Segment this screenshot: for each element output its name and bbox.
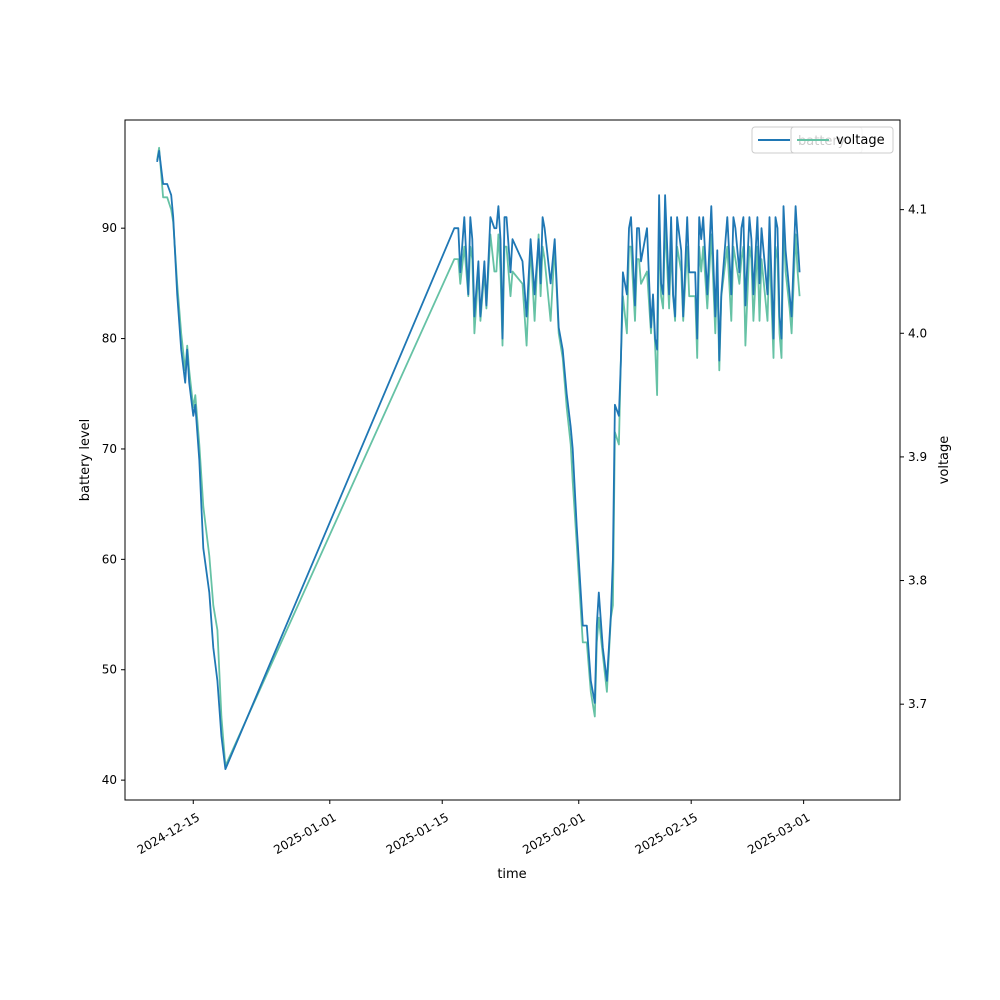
x-tick-label: 2024-12-15 [135, 810, 202, 857]
x-axis: 2024-12-15 2025-01-01 2025-01-15 2025-02-01… [135, 800, 813, 857]
legend-label-voltage: voltage [836, 133, 885, 148]
y-axis-left: 40 50 60 70 80 90 [102, 221, 125, 787]
legend-voltage: voltage [790, 126, 894, 154]
y2-tick-label: 3.9 [908, 450, 927, 464]
y-tick-label: 80 [102, 332, 117, 346]
x-tick-label: 2025-02-01 [520, 810, 587, 857]
y2-tick-label: 4.0 [908, 326, 927, 340]
y-tick-label: 50 [102, 663, 117, 677]
y-tick-label: 70 [102, 442, 117, 456]
y2-tick-label: 3.7 [908, 697, 927, 711]
x-axis-label: time [497, 867, 526, 882]
x-tick-label: 2025-03-01 [745, 810, 812, 857]
y-tick-label: 60 [102, 552, 117, 566]
series-line-battery [156, 150, 801, 770]
series-layer [156, 146, 801, 770]
y-tick-label: 40 [102, 773, 117, 787]
series-line-voltage [156, 146, 801, 767]
y-axis-right: 3.7 3.8 3.9 4.0 4.1 [900, 203, 927, 711]
x-tick-label: 2025-01-15 [384, 810, 451, 857]
x-tick-label: 2025-01-01 [271, 810, 338, 857]
y-tick-label: 90 [102, 221, 117, 235]
y2-tick-label: 4.1 [908, 203, 927, 217]
y-axis-label: battery level [78, 419, 93, 502]
plot-frame [124, 119, 901, 801]
x-tick-label: 2025-02-15 [633, 810, 700, 857]
y2-axis-label: voltage [937, 436, 952, 485]
y2-tick-label: 3.8 [908, 574, 927, 588]
